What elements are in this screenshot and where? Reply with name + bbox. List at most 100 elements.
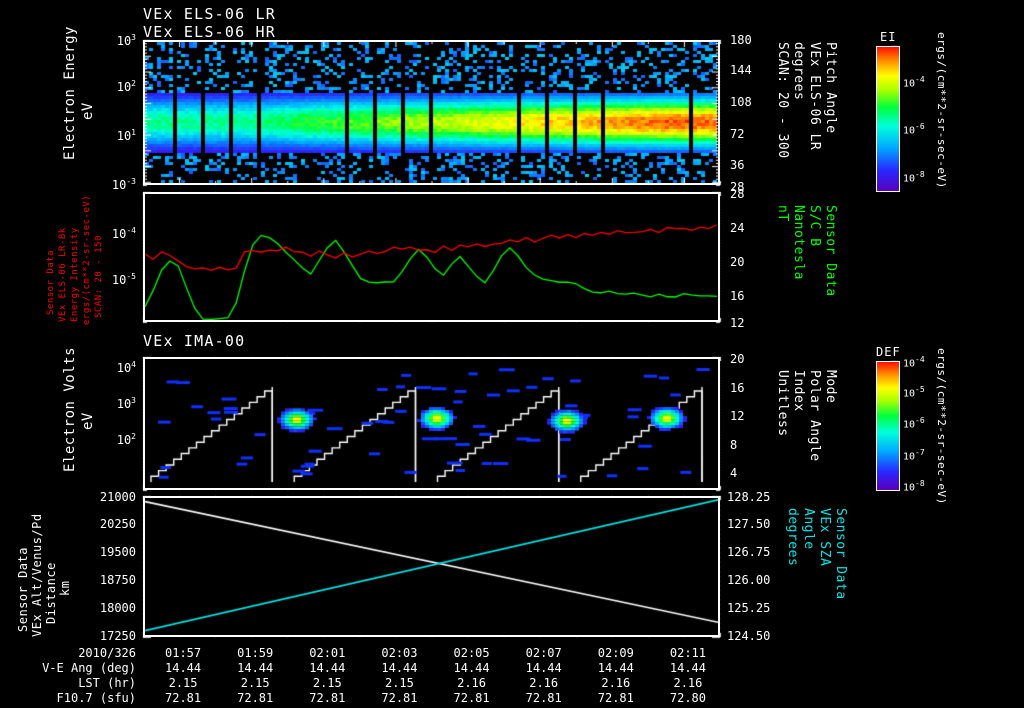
panel3-ytick-1: 103 <box>116 396 136 411</box>
colorbar-2-tick-0: 10-4 <box>903 355 925 370</box>
panel4-y2tick-3: 126.00 <box>727 573 771 587</box>
footer-f107-7: 72.80 <box>669 691 706 705</box>
footer-ve-ang-4: 14.44 <box>453 661 490 675</box>
panel4-ytick-0: 21000 <box>99 490 136 504</box>
panel2-ytick-1: 10-5 <box>111 272 136 287</box>
colorbar-2 <box>876 361 900 491</box>
footer-row-label-0: 2010/326 <box>78 646 136 660</box>
panel4-ylabel-line0: Sensor Data <box>16 547 30 632</box>
panel1-ytick-1: 102 <box>116 79 136 94</box>
panel3-y2label-line1: Polar Angle <box>807 370 822 462</box>
panel4-y2label-line3: degrees <box>785 508 800 567</box>
panel3-ylabel-line1: eV <box>80 412 96 430</box>
panel1-y2tick-3: 72 <box>730 127 745 141</box>
panel3-y2tick-2: 12 <box>730 409 745 423</box>
panel1-y2tick-1: 144 <box>730 63 752 77</box>
footer-time-7: 02:11 <box>669 646 706 660</box>
footer-f107-2: 72.81 <box>309 691 346 705</box>
panel4-ylabel-line1: VEx Alt/Venus/Pd <box>30 513 44 637</box>
colorbar-2-title: DEF <box>876 345 901 359</box>
panel2-ylabel-line4: SCAN: 20 - 150 <box>94 235 104 318</box>
footer-f107-3: 72.81 <box>381 691 418 705</box>
footer-lst-2: 2.15 <box>312 676 342 690</box>
colorbar-1 <box>876 46 900 192</box>
panel2-y2label-line1: S/C B <box>807 205 822 247</box>
panel2-ytick-0: 10-4 <box>111 226 136 241</box>
panel1-ytick-3: 10-3 <box>111 177 136 192</box>
panel2-ylabel-line0: Sensor Data <box>46 249 56 315</box>
panel1-title-hr: VEx ELS-06 HR <box>143 23 276 41</box>
panel3-y2tick-4: 4 <box>730 466 738 480</box>
panel2-plot-frame <box>143 192 720 322</box>
footer-lst-1: 2.15 <box>240 676 270 690</box>
panel1-y2tick-4: 36 <box>730 158 745 172</box>
footer-time-2: 02:01 <box>309 646 346 660</box>
panel3-plot-frame <box>143 357 720 490</box>
panel2-y2tick-0: 28 <box>730 187 745 201</box>
panel1-ylabel-line1: eV <box>80 102 96 120</box>
panel2-y2label-line0: Sensor Data <box>823 205 838 297</box>
panel3-y2tick-0: 20 <box>730 352 745 366</box>
panel3-y2tick-1: 16 <box>730 381 745 395</box>
footer-time-3: 02:03 <box>381 646 418 660</box>
footer-time-6: 02:09 <box>597 646 634 660</box>
colorbar-1-title: EI <box>880 30 897 44</box>
footer-ve-ang-1: 14.44 <box>237 661 274 675</box>
footer-f107-5: 72.81 <box>525 691 562 705</box>
panel4-ytick-5: 17250 <box>99 629 136 643</box>
footer-row-label-3: F10.7 (sfu) <box>56 691 136 705</box>
panel3-y2label-line3: Unitless <box>775 370 790 437</box>
panel1-y2label-line1: VEx ELS-06 LR <box>807 42 822 151</box>
panel2-y2tick-4: 12 <box>730 316 745 330</box>
panel4-y2label-line1: VEx SZA <box>817 508 832 567</box>
footer-ve-ang-0: 14.44 <box>165 661 202 675</box>
colorbar-2-tick-2: 10-6 <box>903 416 925 431</box>
panel4-y2tick-0: 128.25 <box>727 490 771 504</box>
panel2-y2tick-3: 16 <box>730 289 745 303</box>
footer-lst-5: 2.16 <box>529 676 559 690</box>
panel1-y2label-line2: degrees <box>791 42 806 101</box>
footer-time-0: 01:57 <box>165 646 202 660</box>
footer-f107-0: 72.81 <box>165 691 202 705</box>
panel4-ytick-1: 20250 <box>99 517 136 531</box>
panel1-title-lr: VEx ELS-06 LR <box>143 5 276 23</box>
footer-time-5: 02:07 <box>525 646 562 660</box>
colorbar-2-tick-3: 10-7 <box>903 448 925 463</box>
footer-f107-6: 72.81 <box>597 691 634 705</box>
panel4-plot-frame <box>143 496 720 637</box>
panel4-y2tick-5: 124.50 <box>727 629 771 643</box>
panel2-y2label-line2: Nanotesla <box>791 205 806 280</box>
footer-lst-6: 2.16 <box>601 676 631 690</box>
panel2-y2tick-2: 20 <box>730 255 745 269</box>
panel1-y2tick-0: 180 <box>730 33 752 47</box>
footer-ve-ang-5: 14.44 <box>525 661 562 675</box>
panel1-y2label-line0: Pitch Angle <box>823 42 838 134</box>
panel3-y2label-line2: Index <box>791 370 806 412</box>
colorbar-1-tick-2: 10-8 <box>903 170 925 185</box>
panel1-y2label-line3: SCAN: 20 - 300 <box>775 42 790 159</box>
footer-lst-4: 2.16 <box>457 676 487 690</box>
panel2-ylabel-line1: VEx ELS-06 LR-Bk <box>58 227 68 322</box>
footer-f107-4: 72.81 <box>453 691 490 705</box>
panel4-ytick-3: 18750 <box>99 573 136 587</box>
colorbar-2-tick-4: 10-8 <box>903 479 925 494</box>
panel2-ylabel-line2: Energy Intensity <box>70 227 80 322</box>
footer-lst-0: 2.15 <box>168 676 198 690</box>
panel3-ytick-2: 102 <box>116 432 136 447</box>
panel2-y2label-line3: nT <box>775 205 790 222</box>
panel4-ytick-2: 19500 <box>99 545 136 559</box>
panel4-y2tick-4: 125.25 <box>727 601 771 615</box>
panel3-y2label-line0: Mode <box>823 370 838 404</box>
panel4-ylabel-line3: km <box>58 580 72 596</box>
panel1-ytick-0: 103 <box>116 33 136 48</box>
footer-row-label-1: V-E Ang (deg) <box>42 661 136 675</box>
panel4-y2tick-2: 126.75 <box>727 545 771 559</box>
footer-ve-ang-2: 14.44 <box>309 661 346 675</box>
panel2-ylabel-line3: ergs/(cm**2-sr-sec-eV) <box>82 194 92 325</box>
panel3-title: VEx IMA-00 <box>143 332 246 350</box>
colorbar-1-tick-1: 10-6 <box>903 122 925 137</box>
panel1-ytick-2: 101 <box>116 128 136 143</box>
panel2-y2tick-1: 24 <box>730 221 745 235</box>
colorbar-2-unit: ergs/(cm**2-sr-sec-eV) <box>935 348 948 505</box>
footer-lst-7: 2.16 <box>673 676 703 690</box>
